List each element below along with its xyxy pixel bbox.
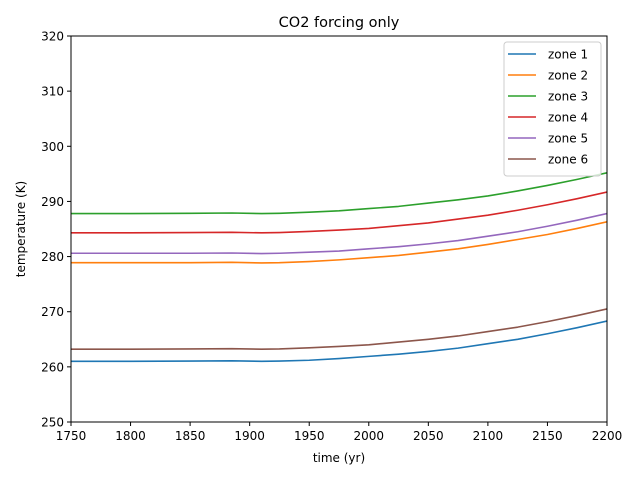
y-tick-label: 260 xyxy=(41,360,64,374)
chart-title: CO2 forcing only xyxy=(279,15,400,31)
x-tick-label: 2100 xyxy=(473,429,504,443)
y-axis-label: temperature (K) xyxy=(14,181,28,277)
legend-label-4: zone 4 xyxy=(548,111,588,125)
x-tick-label: 2200 xyxy=(592,429,623,443)
legend-label-6: zone 6 xyxy=(548,153,588,167)
y-tick-label: 250 xyxy=(41,416,64,430)
y-tick-label: 300 xyxy=(41,140,64,154)
series-line-2 xyxy=(71,221,607,264)
axes-frame xyxy=(70,35,608,423)
series-line-3 xyxy=(71,171,607,215)
legend: zone 1 zone 2 zone 3 zone 4 zone 5 zone 6 xyxy=(503,41,602,177)
x-axis-label: time (yr) xyxy=(313,451,365,465)
x-tick-label: 2150 xyxy=(532,429,563,443)
plot-area: 1750 1800 1850 1900 1950 2000 2050 2100 2150 2200… xyxy=(41,30,622,444)
series-lines xyxy=(71,171,607,363)
x-tick-label: 1800 xyxy=(115,429,146,443)
y-tick-label: 310 xyxy=(41,85,64,99)
y-tick-label: 280 xyxy=(41,250,64,264)
legend-label-2: zone 2 xyxy=(548,69,588,83)
series-line-6 xyxy=(71,308,607,351)
y-tick-label: 270 xyxy=(41,305,64,319)
x-tick-label: 1950 xyxy=(294,429,325,443)
series-line-4 xyxy=(71,191,607,234)
x-tick-label: 1750 xyxy=(56,429,87,443)
legend-label-1: zone 1 xyxy=(548,48,588,62)
y-tick-label: 320 xyxy=(41,30,64,44)
x-tick-label: 1850 xyxy=(175,429,206,443)
x-tick-label: 2000 xyxy=(354,429,385,443)
x-tick-label: 2050 xyxy=(413,429,444,443)
series-line-1 xyxy=(71,320,607,363)
y-tick-label: 290 xyxy=(41,195,64,209)
legend-label-5: zone 5 xyxy=(548,132,588,146)
series-line-5 xyxy=(71,212,607,255)
legend-label-3: zone 3 xyxy=(548,90,588,104)
x-tick-label: 1900 xyxy=(234,429,265,443)
